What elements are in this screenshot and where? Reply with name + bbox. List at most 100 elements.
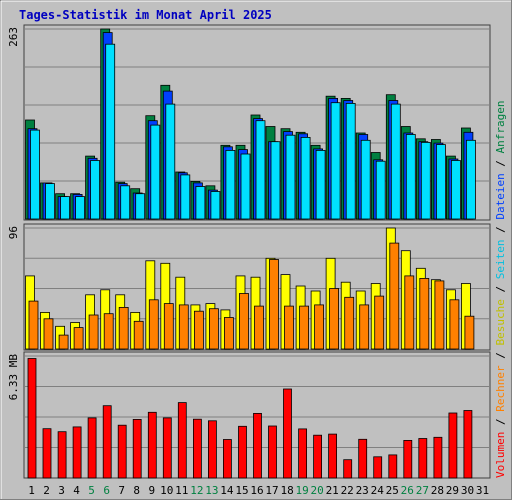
day-label-5: 5 (88, 484, 95, 497)
x-axis-day-labels: 1 2 3 4 5 6 7 8 9 10 11 12 13 14 15 16 17 18 19 20 21 22 23 24 2… (28, 484, 489, 497)
bar-seiten-day-21 (330, 102, 341, 220)
y-max-label-requests: 263 (7, 27, 20, 47)
bar-rechner-day-12 (193, 310, 204, 350)
bar-seiten-day-10 (165, 103, 176, 220)
bar-seiten-day-12 (195, 186, 206, 220)
legend-segment: Volumen (494, 432, 507, 478)
bar-volumen-day-20 (313, 434, 323, 479)
bar-volumen-day-23 (358, 438, 368, 479)
bar-rechner-day-23 (359, 304, 370, 350)
day-label-14: 14 (220, 484, 234, 497)
legend-segment: / (494, 153, 507, 173)
bar-rechner-day-29 (449, 299, 460, 350)
y-max-label-volume: 6.33 MB (7, 354, 20, 401)
bar-rechner-day-27 (419, 277, 430, 350)
day-label-4: 4 (73, 484, 80, 497)
bar-volumen-day-12 (192, 418, 202, 479)
bar-seiten-day-30 (465, 139, 476, 220)
legend-segment: Seiten (494, 240, 507, 280)
bar-volumen-day-11 (177, 402, 187, 479)
day-label-12: 12 (190, 484, 203, 497)
bar-seiten-day-17 (270, 141, 281, 220)
bar-seiten-day-4 (75, 196, 85, 220)
day-label-16: 16 (250, 484, 263, 497)
day-label-28: 28 (431, 484, 444, 497)
day-label-10: 10 (160, 484, 173, 497)
legend-segment: Anfragen (494, 100, 507, 153)
bar-rechner-day-5 (88, 314, 99, 350)
legend-segment: / (494, 346, 507, 366)
bar-volumen-day-29 (448, 412, 458, 479)
day-label-11: 11 (175, 484, 188, 497)
day-label-27: 27 (416, 484, 429, 497)
day-label-2: 2 (43, 484, 50, 497)
bar-rechner-day-30 (464, 315, 475, 350)
day-label-25: 25 (386, 484, 399, 497)
bar-volumen-day-5 (87, 417, 97, 479)
day-label-18: 18 (280, 484, 293, 497)
y-max-label-visits: 96 (7, 226, 20, 239)
panel-requests (23, 24, 491, 221)
bar-rechner-day-22 (344, 296, 355, 350)
bar-rechner-day-18 (284, 305, 294, 350)
bar-volumen-day-28 (433, 436, 443, 479)
bar-seiten-day-29 (450, 160, 461, 220)
day-label-31: 31 (476, 484, 489, 497)
bar-rechner-day-21 (329, 288, 340, 350)
bar-volumen-day-14 (222, 439, 232, 479)
day-label-9: 9 (148, 484, 155, 497)
day-label-26: 26 (401, 484, 414, 497)
bar-rechner-day-2 (43, 318, 54, 350)
day-label-24: 24 (371, 484, 385, 497)
bar-volumen-day-21 (328, 433, 338, 479)
bar-seiten-day-11 (180, 174, 191, 220)
bar-volumen-day-7 (117, 424, 127, 479)
legend-segment: / (494, 279, 507, 299)
bar-seiten-day-1 (30, 129, 40, 220)
bar-seiten-day-5 (90, 160, 100, 220)
bar-seiten-day-25 (390, 103, 401, 220)
day-label-30: 30 (461, 484, 474, 497)
bar-rechner-day-6 (103, 313, 114, 350)
bar-seiten-day-28 (435, 144, 446, 220)
bar-volumen-day-15 (238, 425, 247, 479)
bar-rechner-day-15 (239, 293, 249, 350)
bar-seiten-day-27 (420, 141, 431, 220)
legend-segment: Rechner (494, 365, 507, 412)
bar-seiten-day-24 (375, 160, 386, 220)
day-label-1: 1 (28, 484, 35, 497)
bar-seiten-day-6 (105, 43, 116, 220)
day-label-29: 29 (446, 484, 459, 497)
bar-rechner-day-10 (163, 303, 174, 350)
day-label-13: 13 (205, 484, 218, 497)
bar-seiten-day-7 (120, 185, 131, 220)
bar-seiten-day-23 (360, 139, 371, 220)
bar-rechner-day-16 (254, 305, 264, 350)
bar-rechner-day-28 (434, 280, 445, 350)
legend-segment: Besuche (494, 299, 507, 345)
bar-seiten-day-3 (60, 196, 70, 220)
day-label-6: 6 (103, 484, 110, 497)
day-label-15: 15 (235, 484, 248, 497)
bar-seiten-day-16 (255, 120, 266, 220)
bar-volumen-day-4 (72, 426, 82, 479)
bar-rechner-day-14 (223, 317, 234, 350)
bar-volumen-day-25 (388, 454, 398, 479)
bar-rechner-day-8 (133, 320, 144, 350)
day-label-8: 8 (133, 484, 140, 497)
bar-volumen-day-19 (298, 428, 308, 479)
day-label-3: 3 (58, 484, 65, 497)
bar-seiten-day-9 (150, 124, 161, 220)
day-label-20: 20 (310, 484, 323, 497)
bar-volumen-day-9 (147, 411, 157, 479)
bar-rechner-day-9 (148, 299, 159, 350)
bar-rechner-day-25 (389, 242, 400, 350)
panel-visits (23, 223, 491, 351)
bar-volumen-day-1 (27, 358, 37, 479)
bar-rechner-day-4 (73, 327, 84, 350)
bar-rechner-day-7 (118, 306, 129, 350)
bar-seiten-day-14 (225, 149, 236, 220)
bar-rechner-day-17 (269, 259, 279, 350)
day-label-23: 23 (356, 484, 369, 497)
